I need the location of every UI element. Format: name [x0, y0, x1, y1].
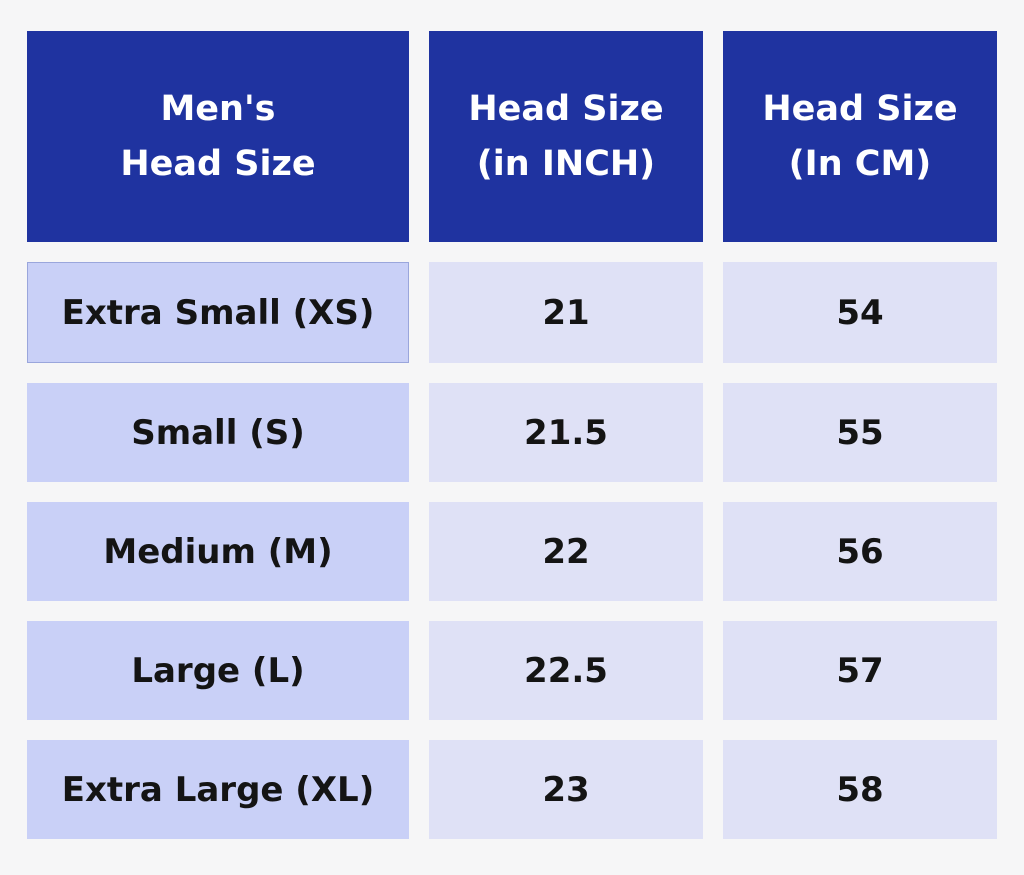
- inch-value-xl: 23: [429, 740, 703, 839]
- inch-value-s: 21.5: [429, 383, 703, 482]
- cm-value-l: 57: [723, 621, 997, 720]
- cm-value-m: 56: [723, 502, 997, 601]
- inch-value-l: 22.5: [429, 621, 703, 720]
- cm-value-s: 55: [723, 383, 997, 482]
- inch-value-m: 22: [429, 502, 703, 601]
- size-label-xl: Extra Large (XL): [27, 740, 409, 839]
- inch-value-xs: 21: [429, 262, 703, 363]
- header-head-size-cm: Head Size (In CM): [723, 31, 997, 242]
- size-label-l: Large (L): [27, 621, 409, 720]
- size-label-xs: Extra Small (XS): [27, 262, 409, 363]
- size-label-s: Small (S): [27, 383, 409, 482]
- size-label-m: Medium (M): [27, 502, 409, 601]
- cm-value-xl: 58: [723, 740, 997, 839]
- cm-value-xs: 54: [723, 262, 997, 363]
- header-head-size-inch: Head Size (in INCH): [429, 31, 703, 242]
- header-mens-head-size: Men's Head Size: [27, 31, 409, 242]
